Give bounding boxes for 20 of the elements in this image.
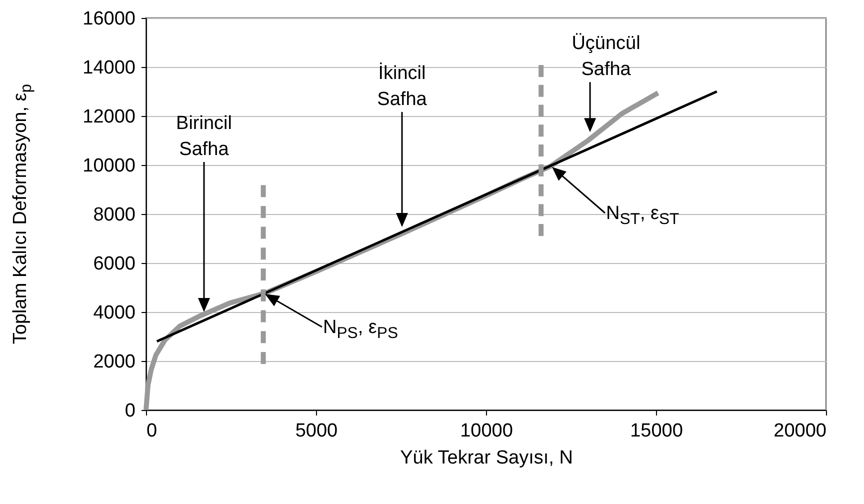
y-tick-label: 6000 bbox=[93, 254, 136, 274]
y-tick-label: 14000 bbox=[82, 58, 136, 78]
annotation: Birincil Safha bbox=[176, 112, 232, 162]
annotation: Üçüncül Safha bbox=[572, 32, 640, 82]
y-tick-label: 12000 bbox=[82, 106, 136, 128]
x-tick-label: 10000 bbox=[460, 420, 513, 442]
x-axis-title: Yük Tekrar Sayısı, N bbox=[400, 448, 573, 468]
x-tick-label: 5000 bbox=[295, 420, 338, 442]
x-tick-label: 0 bbox=[146, 420, 158, 442]
y-tick-label: 16000 bbox=[82, 8, 136, 30]
x-tick-label: 20000 bbox=[774, 420, 826, 442]
y-tick-label: 10000 bbox=[82, 156, 136, 176]
x-tick-label: 15000 bbox=[630, 420, 683, 442]
annotation: N$_{PS}$, ε$_{PS}$ bbox=[323, 316, 398, 344]
annotation: N$_{ST}$, ε$_{ST}$ bbox=[606, 202, 680, 230]
y-tick-label: 4000 bbox=[93, 302, 136, 324]
y-tick-label: 0 bbox=[124, 400, 136, 422]
annotation: İkincil Safha bbox=[377, 62, 427, 112]
y-tick-label: 2000 bbox=[93, 352, 136, 372]
y-tick-label: 8000 bbox=[93, 204, 136, 226]
